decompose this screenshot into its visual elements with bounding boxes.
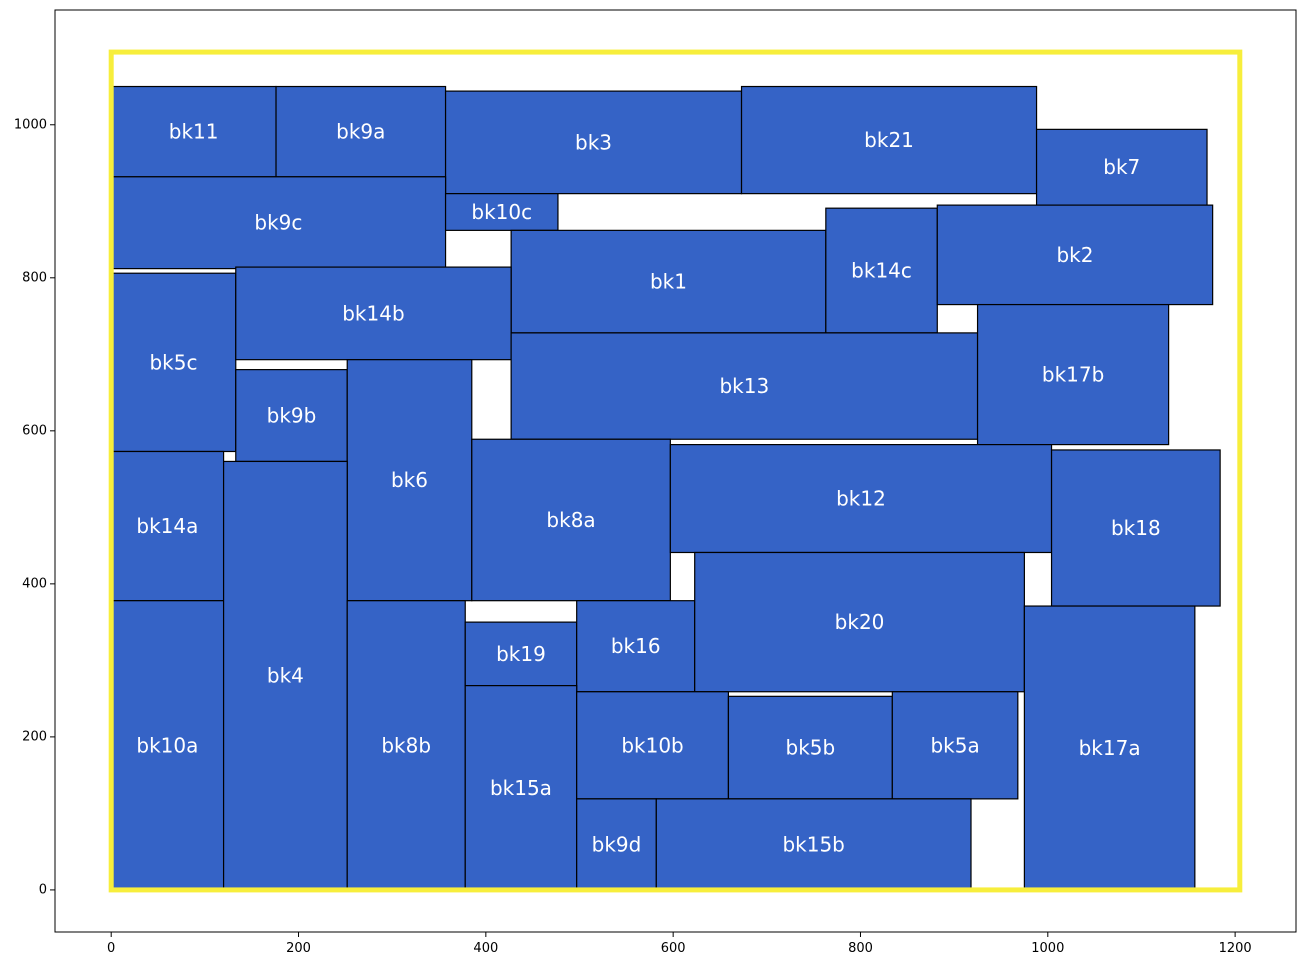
x-tick-label: 600 — [661, 941, 686, 956]
labels-layer: bk11 bk9a bk3 bk21 bk7 bk9c bk10c bk1 bk14c bk2 bk… — [136, 120, 1160, 857]
block-label-bk15a: bk15a — [490, 776, 552, 800]
block-bk5a — [891, 691, 1019, 800]
block-label-bk20: bk20 — [835, 610, 885, 634]
block-bk14c — [825, 207, 938, 334]
y-tick-label: 800 — [22, 270, 47, 285]
block-label-bk4: bk4 — [267, 664, 304, 688]
block-label-bk10a: bk10a — [136, 733, 198, 757]
block-label-bk9a: bk9a — [336, 120, 385, 144]
block-label-bk17a: bk17a — [1079, 736, 1141, 760]
block-label-bk14c: bk14c — [851, 259, 912, 283]
block-bk14a — [110, 450, 225, 602]
block-bk12 — [669, 444, 1053, 554]
block-bk19 — [464, 621, 578, 687]
block-bk2 — [936, 204, 1214, 306]
block-label-bk9b: bk9b — [267, 404, 317, 428]
block-bk20 — [694, 551, 1025, 693]
y-tick-label: 400 — [22, 576, 47, 591]
block-bk10a — [110, 600, 225, 891]
block-label-bk6: bk6 — [391, 468, 428, 492]
block-label-bk14a: bk14a — [136, 514, 198, 538]
block-label-bk18: bk18 — [1111, 516, 1161, 540]
block-bk18 — [1050, 449, 1221, 607]
block-label-bk5b: bk5b — [786, 736, 836, 760]
block-label-bk7: bk7 — [1103, 155, 1140, 179]
block-bk4 — [222, 460, 348, 891]
block-bk5b — [727, 695, 893, 800]
block-label-bk3: bk3 — [575, 130, 612, 154]
block-label-bk21: bk21 — [864, 128, 914, 152]
x-axis-ticks: 0 200 400 600 800 1000 1200 — [107, 932, 1252, 956]
block-label-bk14b: bk14b — [342, 301, 404, 325]
block-bk1 — [510, 229, 827, 334]
block-label-bk10b: bk10b — [621, 733, 683, 757]
block-label-bk2: bk2 — [1056, 243, 1093, 267]
block-bk16 — [576, 600, 696, 693]
block-bk17a — [1023, 605, 1196, 891]
block-label-bk5c: bk5c — [149, 350, 197, 374]
x-tick-label: 1200 — [1219, 941, 1252, 956]
block-bk13 — [510, 332, 979, 440]
block-label-bk9d: bk9d — [592, 832, 642, 856]
block-bk9b — [235, 369, 348, 463]
block-bk14b — [235, 266, 512, 361]
block-bk10c — [444, 193, 559, 231]
x-tick-label: 400 — [473, 941, 498, 956]
y-tick-label: 600 — [22, 423, 47, 438]
x-tick-label: 0 — [107, 941, 115, 956]
y-axis-ticks: 0 200 400 600 800 1000 — [14, 117, 55, 897]
block-bk6 — [346, 359, 473, 602]
y-tick-label: 1000 — [14, 117, 47, 132]
boundary-outline — [108, 49, 1243, 893]
plot-frame — [54, 9, 1297, 933]
block-bk15b — [655, 798, 972, 891]
block-bk3 — [444, 90, 743, 195]
block-label-bk5a: bk5a — [930, 733, 979, 757]
y-tick-label: 200 — [22, 729, 47, 744]
x-tick-label: 800 — [848, 941, 873, 956]
block-label-bk16: bk16 — [611, 634, 661, 658]
y-tick-label: 0 — [39, 882, 47, 897]
x-tick-label: 1000 — [1031, 941, 1064, 956]
block-bk21 — [740, 85, 1038, 195]
block-bk8b — [346, 600, 466, 891]
block-label-bk11: bk11 — [169, 120, 219, 144]
block-bk11 — [110, 85, 277, 178]
blocks-layer — [110, 85, 1221, 891]
block-label-bk1: bk1 — [650, 270, 687, 294]
block-label-bk8b: bk8b — [381, 733, 431, 757]
block-label-bk13: bk13 — [719, 374, 769, 398]
block-label-bk12: bk12 — [836, 487, 886, 511]
block-bk9a — [275, 85, 447, 178]
block-label-bk19: bk19 — [496, 642, 546, 666]
block-bk17b — [976, 303, 1170, 446]
block-label-bk10c: bk10c — [471, 200, 532, 224]
block-label-bk17b: bk17b — [1042, 363, 1104, 387]
block-label-bk9c: bk9c — [254, 211, 302, 235]
x-tick-label: 200 — [286, 941, 311, 956]
block-label-bk8a: bk8a — [546, 508, 595, 532]
block-bk8a — [471, 438, 671, 602]
block-label-bk15b: bk15b — [782, 832, 844, 856]
boundary-layer — [108, 49, 1243, 893]
